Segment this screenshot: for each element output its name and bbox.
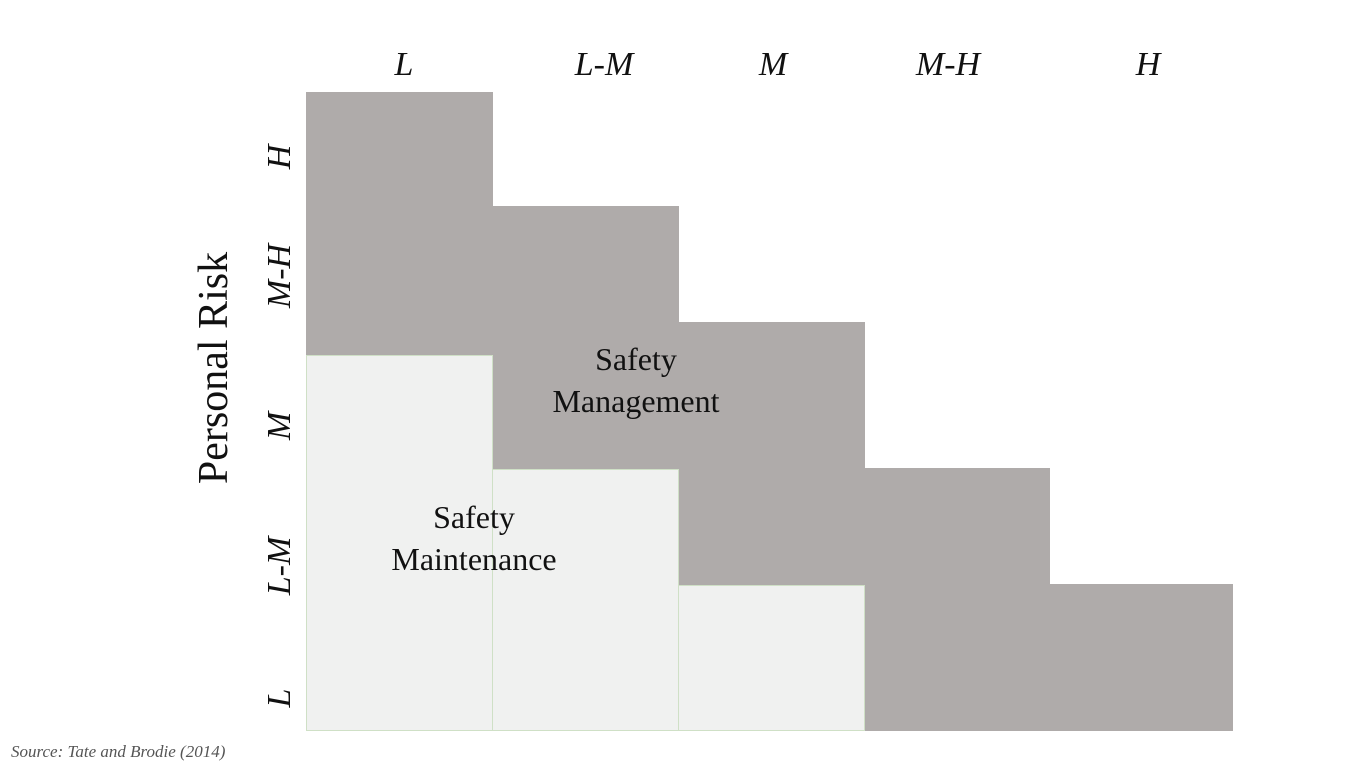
management-cell — [306, 92, 493, 355]
row-label-h: H — [261, 144, 298, 170]
row-label-l: L — [261, 688, 298, 708]
row-label-m-h: M-H — [261, 243, 298, 309]
column-label-l: L — [394, 46, 414, 83]
row-label-l-m: L-M — [261, 536, 298, 596]
column-label-m: M — [758, 46, 788, 83]
maintenance-cell — [678, 585, 865, 731]
source-citation: Source: Tate and Brodie (2014) — [11, 742, 226, 761]
management-cell — [864, 468, 1050, 731]
management-cell — [678, 322, 865, 585]
management-cell — [1049, 584, 1233, 731]
management-cell — [492, 206, 679, 469]
column-label-h: H — [1135, 46, 1161, 83]
maintenance-cell — [306, 355, 493, 731]
row-label-m: M — [261, 411, 298, 441]
column-label-m-h: M-H — [915, 46, 981, 83]
y-axis-title: Personal Risk — [191, 251, 237, 485]
safety-management-label: Safety Management — [552, 341, 720, 419]
safety-maintenance-label: Safety Maintenance — [391, 499, 557, 577]
column-label-l-m: L-M — [574, 46, 634, 83]
